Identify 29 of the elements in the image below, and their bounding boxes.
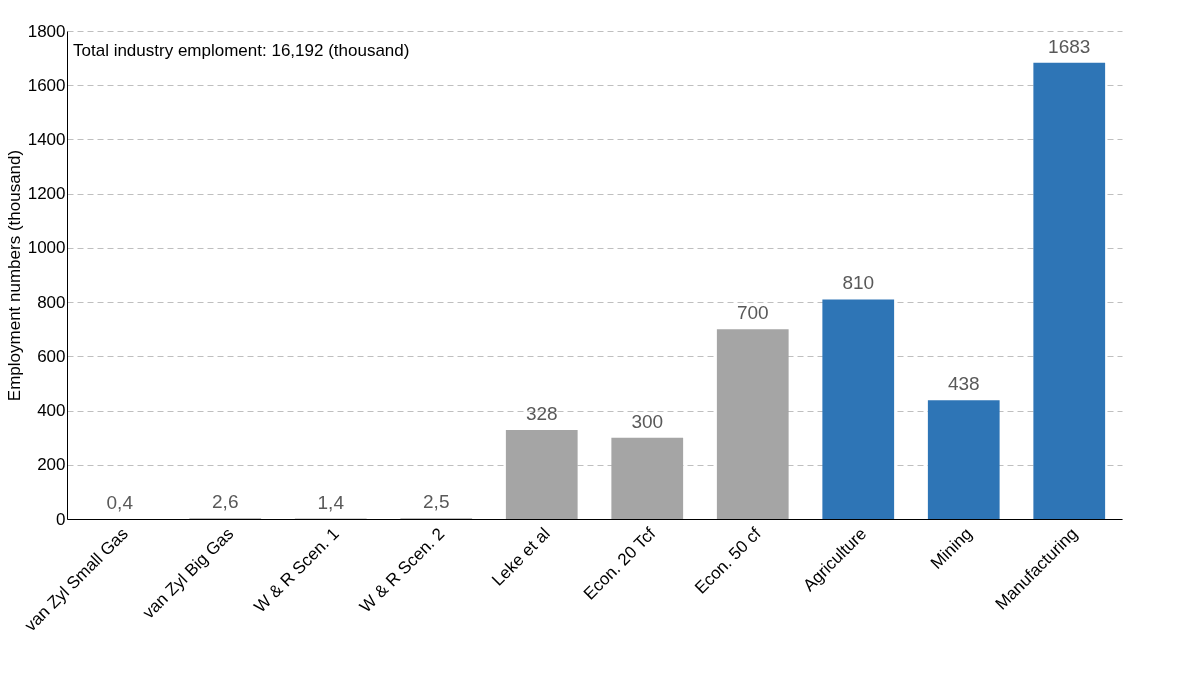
data-label: 0,4 (106, 491, 134, 513)
bar (927, 400, 1000, 519)
y-tick-label: 400 (37, 401, 66, 421)
bar (822, 299, 895, 519)
y-tick-label: 1000 (27, 238, 66, 258)
bar (1033, 62, 1106, 519)
data-label: 2,6 (212, 491, 239, 513)
data-label: 328 (525, 403, 558, 425)
data-label: 1683 (1048, 35, 1091, 57)
bar (611, 437, 684, 519)
bar (716, 329, 789, 519)
y-axis-title: Employment numbers (thousand) (4, 149, 24, 402)
y-tick-label: 0 (56, 509, 66, 529)
bar (505, 430, 578, 519)
y-tick-label: 800 (37, 292, 66, 312)
x-tick-label: van Zyl Big Gas (138, 524, 238, 623)
data-label: 438 (947, 373, 980, 395)
data-label: 1,4 (317, 491, 345, 513)
y-tick-label: 1200 (27, 184, 66, 204)
annotation: Total industry emploment: 16,192 (thousand) (73, 41, 410, 60)
data-label: 810 (842, 272, 875, 294)
y-tick-label: 200 (37, 455, 66, 475)
data-label: 700 (736, 302, 769, 324)
data-label: 2,5 (423, 491, 450, 513)
y-tick-label: 600 (37, 346, 66, 366)
y-tick-label: 1800 (27, 21, 66, 41)
y-tick-label: 1600 (27, 75, 66, 95)
y-tick-label: 1400 (27, 129, 66, 149)
data-label: 300 (631, 410, 664, 432)
